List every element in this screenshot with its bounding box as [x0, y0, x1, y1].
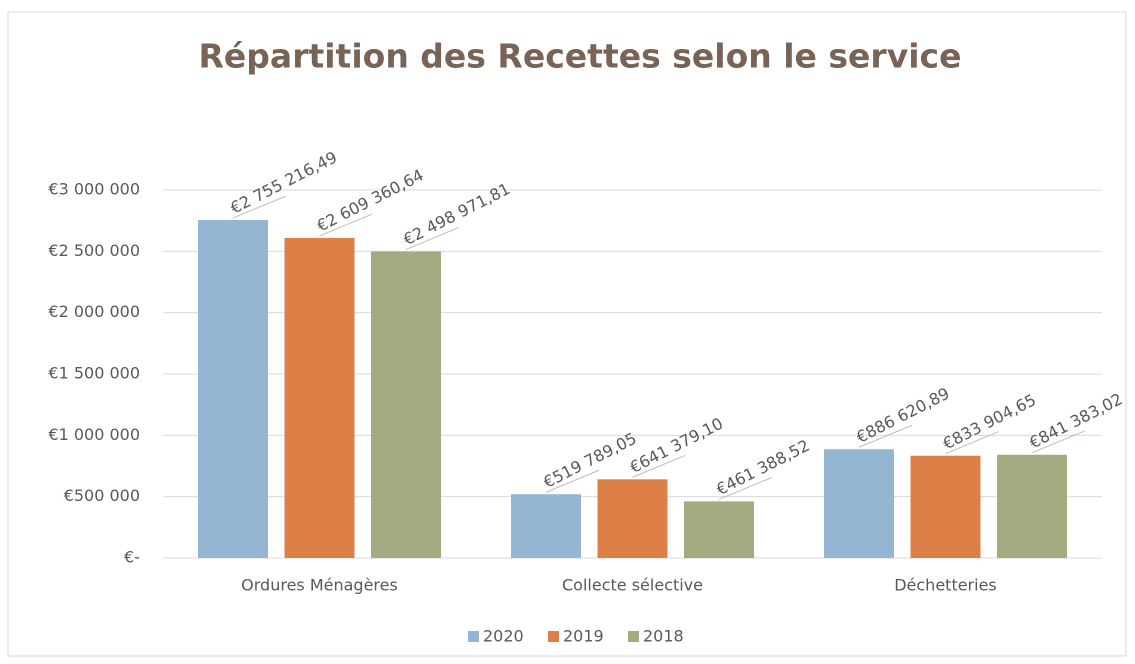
bar [284, 237, 355, 558]
bar [910, 455, 981, 558]
y-tick-label: €2 000 000 [48, 302, 140, 321]
y-tick-label: €3 000 000 [48, 180, 140, 199]
bar [597, 479, 668, 558]
legend-swatch [548, 631, 559, 642]
leader-line [232, 195, 287, 219]
legend-label: 2018 [643, 627, 684, 646]
y-tick-label: €1 500 000 [48, 364, 140, 383]
y-tick-label: €500 000 [64, 486, 140, 505]
bar [824, 449, 894, 558]
leader-line [1031, 430, 1086, 454]
bar [511, 494, 581, 558]
leader-line [945, 431, 999, 455]
legend-swatch [468, 631, 479, 642]
leader-line [858, 424, 913, 448]
legend-label: 2020 [483, 627, 524, 646]
y-tick-label: €2 500 000 [48, 241, 140, 260]
bar [997, 454, 1067, 558]
leader-line [545, 469, 600, 493]
x-tick-label: Ordures Ménagères [241, 576, 398, 595]
x-tick-label: Déchetteries [894, 576, 997, 595]
legend-label: 2019 [563, 627, 604, 646]
x-tick-label: Collecte sélective [562, 576, 703, 595]
bar [198, 220, 268, 558]
y-tick-label: €1 000 000 [48, 425, 140, 444]
leader-line [718, 476, 773, 500]
leader-line [319, 213, 373, 237]
leader-line [632, 454, 686, 478]
bar [371, 251, 441, 558]
bar [684, 501, 754, 558]
y-tick-label: €- [124, 548, 140, 567]
legend-swatch [628, 631, 639, 642]
leader-line [405, 226, 460, 250]
chart-title: Répartition des Recettes selon le servic… [199, 37, 962, 76]
chart-border [7, 11, 1127, 657]
